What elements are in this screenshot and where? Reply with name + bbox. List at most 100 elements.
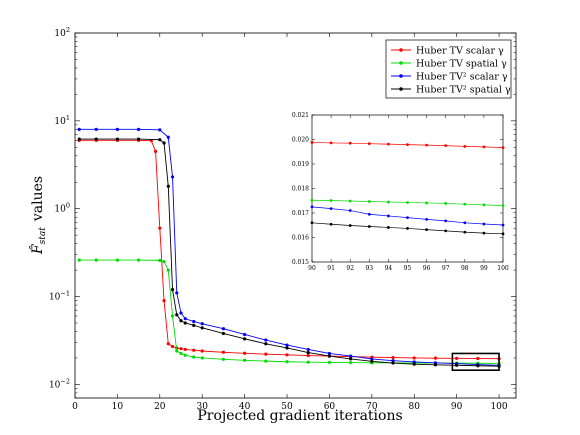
legend-marker-1 xyxy=(399,48,403,52)
series-4-point xyxy=(349,357,353,361)
series-4-point xyxy=(77,137,81,141)
legend-label-2: Huber TV spatial γ xyxy=(416,58,507,69)
inset-series-3-point xyxy=(444,219,448,223)
series-1-point xyxy=(158,226,162,230)
inset-y-tick-label: 0.015 xyxy=(292,259,309,266)
legend-marker-4 xyxy=(399,87,403,91)
series-4-point xyxy=(183,321,187,325)
inset-x-tick-label: 100 xyxy=(497,265,509,272)
series-3-point xyxy=(137,127,141,131)
series-2-point xyxy=(158,258,162,262)
series-1-point xyxy=(192,348,196,352)
series-2-point xyxy=(137,258,141,262)
inset-series-2-point xyxy=(310,198,314,202)
inset-series-3-point xyxy=(348,209,352,212)
series-4-point xyxy=(455,363,459,367)
series-3-point xyxy=(192,319,196,324)
y-axis-label-rest: values xyxy=(30,176,46,222)
inset-y-tick-label: 0.018 xyxy=(292,186,309,193)
series-4-point xyxy=(285,346,289,350)
inset-x-tick-label: 91 xyxy=(327,265,335,272)
inset-y-tick-label: 0.019 xyxy=(292,161,309,168)
inset-series-4-point xyxy=(501,232,505,236)
inset-series xyxy=(310,141,505,236)
inset-y-tick-label: 0.020 xyxy=(292,137,309,144)
x-tick-label: 20 xyxy=(154,402,166,412)
series-3-point xyxy=(94,127,98,131)
series-2-point xyxy=(221,357,226,361)
series-3-point xyxy=(306,347,310,352)
x-tick-label: 100 xyxy=(490,402,507,412)
series-2-point xyxy=(349,361,353,365)
legend-marker-2 xyxy=(399,61,403,65)
x-tick-label: 10 xyxy=(112,402,124,412)
series-1-point xyxy=(221,350,226,354)
inset-series-3-point xyxy=(425,217,428,221)
series-2-point xyxy=(243,358,247,362)
series-4-point xyxy=(192,323,196,327)
series-3-point xyxy=(370,357,374,361)
inset-series-2-point xyxy=(463,202,467,206)
inset-series-2-point xyxy=(501,204,505,208)
inset-y-tick-label: 0.016 xyxy=(292,235,309,242)
series-4-point xyxy=(306,351,310,355)
series-line-3 xyxy=(79,128,500,366)
y-tick-label: 102 xyxy=(54,26,70,39)
inset-series-4-point xyxy=(310,221,314,225)
inset-y-tick-label: 0.021 xyxy=(292,112,309,119)
series-2-point xyxy=(115,258,120,262)
series-3-point xyxy=(77,127,81,131)
y-tick-label: 101 xyxy=(54,114,70,127)
inset-x-tick-label: 99 xyxy=(480,265,488,272)
series-2-point xyxy=(200,356,204,360)
series-4-point xyxy=(94,137,98,141)
series-4-point xyxy=(476,364,480,368)
inset-series-4-point xyxy=(482,231,486,235)
inset-series-1-point xyxy=(444,144,448,148)
series-4-point xyxy=(200,326,204,330)
series-1-point xyxy=(412,356,416,360)
series-1-point xyxy=(306,353,310,358)
series-1-point xyxy=(433,356,438,360)
inset-series-2-point xyxy=(348,199,352,203)
legend-marker-3 xyxy=(399,74,403,78)
series-3-point xyxy=(115,127,120,131)
series-3-point xyxy=(200,322,204,326)
inset-series-2-point xyxy=(444,202,448,205)
legend-label-1: Huber TV scalar γ xyxy=(416,45,504,56)
inset-series-2-point xyxy=(425,201,428,205)
series-3-point xyxy=(285,343,289,347)
series-3-point xyxy=(327,351,332,356)
series-2-point xyxy=(162,259,166,264)
main-plot-frame xyxy=(74,32,517,399)
main-ticks: 0 10 20 30 40 50 60 70 80 90 100 10−2 10−1 100 101 102 xyxy=(49,26,516,412)
series-2-point xyxy=(94,258,98,262)
series-3-point xyxy=(349,354,353,358)
inset-x-tick-label: 98 xyxy=(461,265,469,272)
inset-series-3-point xyxy=(406,216,409,220)
inset-series-3-point xyxy=(310,205,314,209)
series-3-point xyxy=(158,128,162,132)
series-4-point xyxy=(158,138,162,142)
series-3-point xyxy=(166,135,170,139)
x-tick-label: 90 xyxy=(451,402,463,412)
series-1-point xyxy=(455,356,459,360)
series-4-point xyxy=(162,141,166,145)
inset-series-1-point xyxy=(329,141,333,145)
inset-series-1-point xyxy=(482,145,486,149)
inset-series-1-point xyxy=(367,142,371,146)
series-2-point xyxy=(306,360,310,364)
series-4-point xyxy=(370,359,374,363)
x-tick-label: 0 xyxy=(72,402,78,412)
x-tick-label: 30 xyxy=(196,402,208,412)
series-4-point xyxy=(115,137,120,141)
y-axis-label-sub: stat xyxy=(38,227,48,245)
series-2-point xyxy=(175,349,179,353)
series-4-point xyxy=(412,362,416,366)
inset-series-4-point xyxy=(387,226,390,229)
y-axis-label: F̂stat values xyxy=(28,176,48,255)
inset-series-1-point xyxy=(348,141,352,145)
inset-plot-frame xyxy=(311,114,504,263)
inset-series-1-point xyxy=(463,144,467,148)
series-1-point xyxy=(162,298,166,303)
